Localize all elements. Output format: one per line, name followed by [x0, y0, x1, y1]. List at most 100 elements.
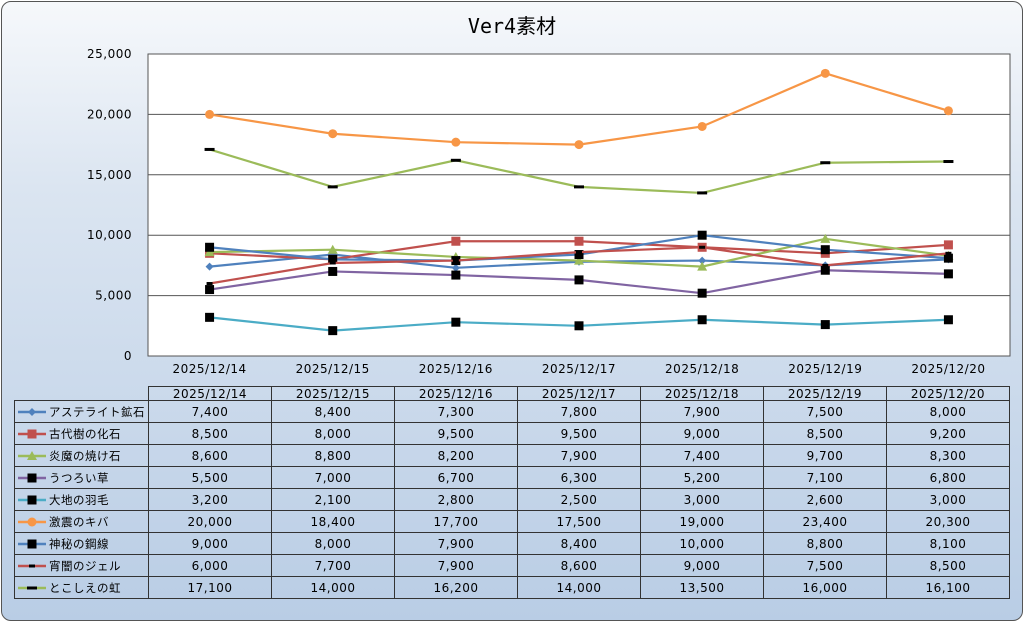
table-row: 宵闇のジェル 6,000 7,700 7,900 8,600 9,000 7,500 8,50… — [14, 554, 1010, 577]
table-cell: 8,100 — [886, 532, 1010, 555]
series-8 — [206, 245, 952, 286]
legend-entry: 古代樹の化石 — [14, 422, 149, 445]
table-cell: 17,500 — [517, 510, 641, 533]
table-cell: 8,500 — [886, 554, 1010, 577]
table-column-header: 2025/12/14 — [148, 386, 272, 401]
table-cell: 8,400 — [517, 532, 641, 555]
table-cell: 7,700 — [271, 554, 395, 577]
square-marker — [574, 321, 584, 331]
y-tick-label: 25,000 — [87, 47, 132, 61]
square-marker — [27, 473, 37, 483]
y-tick-label: 10,000 — [87, 228, 132, 242]
table-cell: 9,500 — [394, 422, 518, 445]
square-marker — [574, 250, 584, 260]
table-row: 炎魔の焼け石 8,600 8,800 8,200 7,900 7,400 9,700 8,30… — [14, 444, 1010, 467]
series-6 — [205, 68, 953, 150]
x-tick-label: 2025/12/15 — [296, 362, 370, 376]
dash-marker — [822, 263, 829, 267]
diamond-marker — [28, 408, 36, 416]
dash-marker — [27, 586, 37, 590]
legend-entry: 神秘の鋼線 — [14, 532, 149, 555]
square-marker — [27, 429, 37, 439]
table-cell: 7,000 — [271, 466, 395, 489]
square-marker — [943, 240, 953, 250]
triangle-marker — [327, 244, 338, 254]
square-marker — [820, 320, 830, 330]
square-marker — [205, 242, 215, 252]
x-tick-label: 2025/12/20 — [911, 362, 985, 376]
table-cell: 6,800 — [886, 466, 1010, 489]
dash-marker — [574, 185, 584, 189]
square-marker — [328, 326, 338, 336]
circle-marker — [820, 68, 830, 78]
chart-title: Ver4素材 — [467, 14, 557, 38]
square-marker — [820, 245, 830, 255]
table-cell: 6,300 — [517, 466, 641, 489]
circle-marker — [943, 106, 953, 116]
legend-key-icon — [18, 564, 46, 568]
legend-entry: とこしえの虹 — [14, 576, 149, 599]
dash-marker — [204, 147, 215, 151]
dash-marker — [576, 250, 582, 254]
table-cell: 7,400 — [640, 444, 764, 467]
legend-key-icon — [18, 539, 46, 549]
table-cell: 8,000 — [886, 400, 1010, 423]
legend-key-icon — [18, 473, 46, 483]
x-tick-label: 2025/12/17 — [542, 362, 616, 376]
circle-marker — [697, 121, 707, 131]
table-cell: 2,100 — [271, 488, 395, 511]
series-4 — [205, 265, 953, 298]
legend-label: とこしえの虹 — [49, 580, 121, 595]
legend-label: 宵闇のジェル — [49, 558, 121, 573]
square-marker — [697, 315, 707, 325]
legend-label: 大地の羽毛 — [49, 492, 109, 507]
square-marker — [697, 230, 707, 240]
square-marker — [574, 275, 584, 285]
triangle-marker — [820, 233, 831, 243]
table-cell: 7,500 — [763, 400, 887, 423]
table-cell: 7,800 — [517, 400, 641, 423]
legend-entry: 大地の羽毛 — [14, 488, 149, 511]
dash-marker — [29, 564, 35, 568]
square-marker — [574, 236, 584, 246]
table-cell: 7,900 — [394, 532, 518, 555]
table-cell: 2,800 — [394, 488, 518, 511]
table-cell: 8,000 — [271, 532, 395, 555]
table-cell: 2,600 — [763, 488, 887, 511]
dash-marker — [943, 160, 954, 164]
dash-marker — [327, 185, 338, 189]
table-cell: 8,000 — [271, 422, 395, 445]
y-tick-label: 5,000 — [95, 289, 132, 303]
legend-entry: 激震のキバ — [14, 510, 149, 533]
table-row: アステライト鉱石 7,400 8,400 7,300 7,800 7,900 7,500 8,… — [14, 400, 1010, 423]
table-cell: 13,500 — [640, 576, 764, 599]
table-cell: 19,000 — [640, 510, 764, 533]
series-9 — [204, 147, 954, 195]
table-cell: 7,900 — [517, 444, 641, 467]
series-5 — [205, 312, 953, 336]
table-cell: 16,000 — [763, 576, 887, 599]
table-column-header: 2025/12/18 — [640, 386, 764, 401]
table-cell: 5,200 — [640, 466, 764, 489]
table-cell: 17,100 — [148, 576, 272, 599]
square-marker — [451, 236, 461, 246]
table-cell: 16,200 — [394, 576, 518, 599]
dash-marker — [945, 251, 952, 255]
table-cell: 7,900 — [640, 400, 764, 423]
table-cell: 7,900 — [394, 554, 518, 577]
table-cell: 9,000 — [640, 554, 764, 577]
legend-key-icon — [18, 495, 46, 505]
square-marker — [697, 288, 707, 298]
triangle-marker — [697, 261, 708, 271]
legend-key-icon — [18, 451, 46, 460]
legend-entry: 炎魔の焼け石 — [14, 444, 149, 467]
table-cell: 10,000 — [640, 532, 764, 555]
legend-entry: 宵闇のジェル — [14, 554, 149, 577]
square-marker — [943, 269, 953, 279]
legend-key-icon — [18, 408, 46, 416]
dash-marker — [699, 245, 706, 249]
table-cell: 5,500 — [148, 466, 272, 489]
table-cell: 9,700 — [763, 444, 887, 467]
table-cell: 8,800 — [763, 532, 887, 555]
table-cell: 2,500 — [517, 488, 641, 511]
